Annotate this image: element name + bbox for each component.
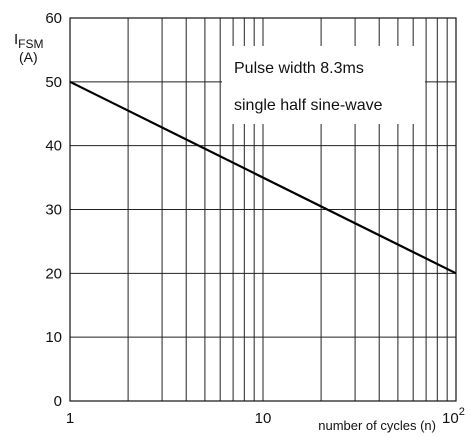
y-tick-label-10: 10 bbox=[45, 329, 62, 346]
y-axis-label-subscript: FSM bbox=[18, 37, 43, 51]
y-tick-label-60: 60 bbox=[45, 10, 62, 27]
x-tick-label-10: 10 bbox=[255, 410, 272, 427]
y-tick-label-20: 20 bbox=[45, 265, 62, 282]
series-line-0 bbox=[69, 80, 457, 275]
series-layer bbox=[69, 80, 457, 275]
x-tick-label-100: 102 bbox=[442, 406, 465, 427]
y-tick-label-30: 30 bbox=[45, 202, 62, 219]
y-tick-label-50: 50 bbox=[45, 74, 62, 91]
y-tick-label-0: 0 bbox=[54, 393, 62, 410]
x-tick-label-1: 1 bbox=[66, 410, 74, 427]
annotation-box bbox=[222, 46, 425, 124]
y-axis-unit: (A) bbox=[19, 49, 38, 65]
plot-border bbox=[69, 17, 457, 402]
y-tick-labels: 0 10 20 30 40 50 60 bbox=[45, 10, 62, 410]
y-axis-label: IFSM bbox=[14, 31, 44, 51]
annotation-pulse-width: Pulse width 8.3ms bbox=[234, 60, 364, 77]
x-tick-labels: 1 10 102 bbox=[66, 406, 465, 427]
x-tick-label-100-exponent: 2 bbox=[459, 406, 465, 418]
x-axis-label: number of cycles (n) bbox=[318, 418, 436, 433]
annotation-waveform: single half sine-wave bbox=[234, 97, 383, 114]
y-axis-label-symbol: I bbox=[14, 31, 18, 48]
x-tick-label-100-base: 10 bbox=[442, 410, 459, 427]
y-tick-label-40: 40 bbox=[45, 138, 62, 155]
plot-frame bbox=[69, 17, 457, 402]
